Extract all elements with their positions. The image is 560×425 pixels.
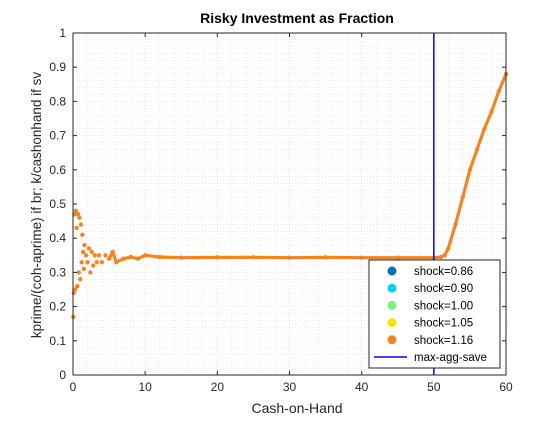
data-trace (160, 257, 182, 258)
data-point (91, 263, 95, 267)
data-point (82, 267, 86, 271)
legend-entry-label: shock=1.16 (414, 335, 473, 347)
legend-entry-label: shock=1.00 (414, 300, 473, 312)
data-point (100, 260, 104, 264)
y-tick-label: 0.5 (49, 197, 66, 211)
x-tick-label: 60 (499, 380, 513, 394)
legend-entry-label: shock=1.05 (414, 318, 473, 330)
data-point (103, 253, 107, 257)
data-point (82, 243, 86, 247)
y-tick-label: 0.8 (49, 94, 66, 108)
data-point (88, 270, 92, 274)
data-point (77, 270, 81, 274)
y-tick-label: 0.3 (49, 265, 66, 279)
data-point (90, 250, 94, 254)
data-point (77, 215, 81, 219)
y-tick-label: 0.6 (49, 163, 66, 177)
data-point (74, 226, 78, 230)
legend-entry-label: max-agg-save (414, 352, 487, 364)
legend-marker-icon (388, 301, 397, 310)
legend-marker-icon (388, 335, 397, 344)
chart-title: Risky Investment as Fraction (200, 10, 394, 26)
x-tick-label: 0 (70, 380, 77, 394)
y-tick-label: 0 (59, 368, 66, 382)
legend-marker-icon (388, 267, 397, 276)
data-point (85, 260, 89, 264)
x-tick-label: 20 (211, 380, 225, 394)
y-tick-label: 0.4 (49, 231, 66, 245)
x-axis-label: Cash-on-Hand (251, 400, 342, 416)
x-tick-label: 40 (355, 380, 369, 394)
legend-entry-label: shock=0.86 (414, 266, 473, 278)
y-axis-label: kprime/(coh-aprime) if br; k/cashonhand … (29, 72, 44, 339)
x-tick-label: 10 (138, 380, 152, 394)
data-point (78, 277, 82, 281)
legend-marker-icon (388, 318, 397, 327)
y-tick-label: 0.9 (49, 60, 66, 74)
legend: shock=0.86 shock=0.90 shock=1.00 shock=1.05… (369, 260, 500, 368)
legend-marker-icon (388, 284, 397, 293)
x-tick-label: 30 (283, 380, 297, 394)
data-point (75, 284, 79, 288)
y-tick-label: 1 (59, 26, 66, 40)
data-point (84, 253, 88, 257)
y-tick-label: 0.7 (49, 129, 66, 143)
data-point (79, 260, 83, 264)
data-point (95, 260, 99, 264)
data-point (92, 253, 96, 257)
data-point (87, 246, 91, 250)
data-point (97, 253, 101, 257)
data-point (80, 233, 84, 237)
data-point (81, 250, 85, 254)
y-tick-label: 0.2 (49, 300, 66, 314)
x-tick-label: 50 (427, 380, 441, 394)
legend-entry-label: shock=0.90 (414, 283, 473, 295)
data-point (79, 222, 83, 226)
y-tick-label: 0.1 (49, 334, 66, 348)
